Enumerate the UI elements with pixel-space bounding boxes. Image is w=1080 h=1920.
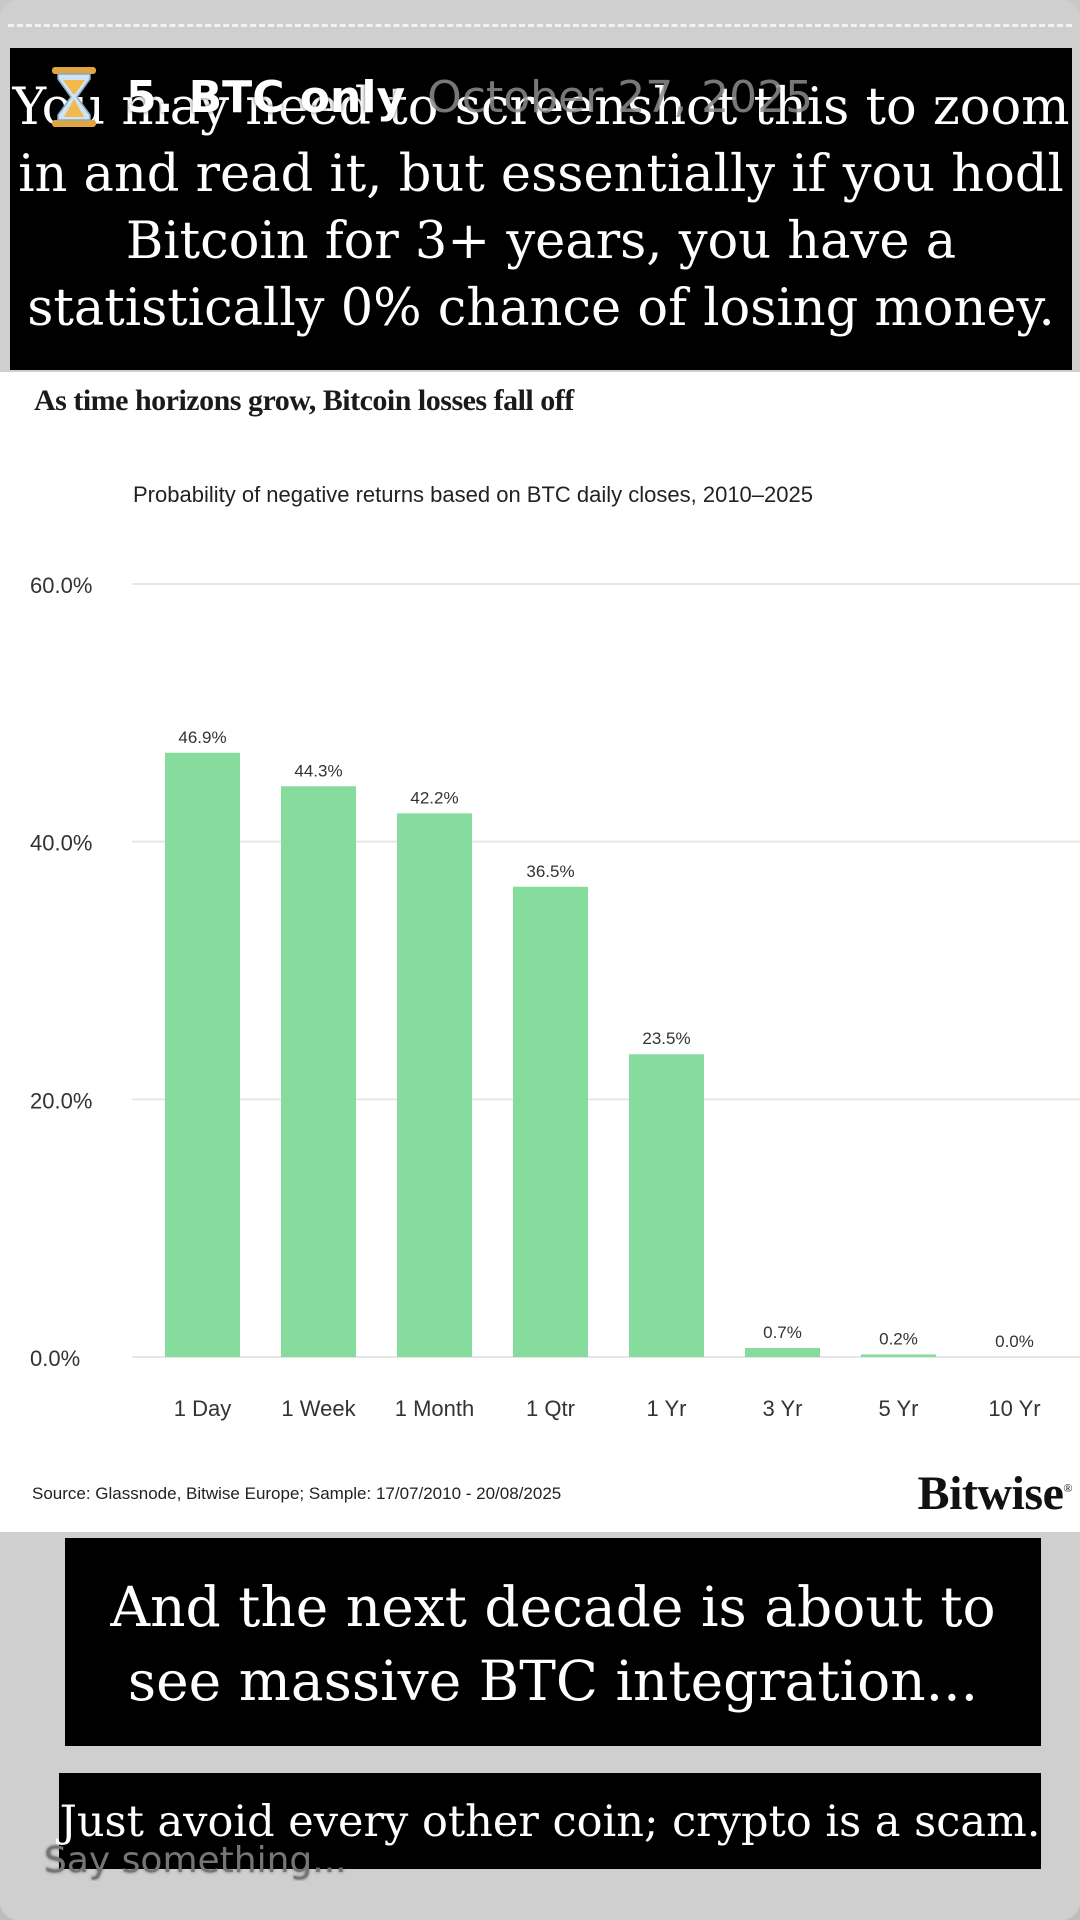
y-tick-label: 20.0% — [30, 1088, 92, 1113]
caption-middle: And the next decade is about to see mass… — [65, 1538, 1041, 1746]
y-tick-label: 0.0% — [30, 1346, 80, 1371]
chart-source: Source: Glassnode, Bitwise Europe; Sampl… — [32, 1484, 562, 1503]
x-tick-label: 10 Yr — [988, 1396, 1040, 1421]
x-tick-label: 5 Yr — [879, 1396, 919, 1421]
bar — [745, 1347, 820, 1357]
bar — [629, 1054, 704, 1357]
story-progress-bar — [8, 24, 1072, 27]
x-tick-label: 1 Qtr — [526, 1396, 575, 1421]
bar — [513, 886, 588, 1357]
chart-title: As time horizons grow, Bitcoin losses fa… — [34, 384, 574, 417]
bar — [397, 813, 472, 1357]
data-label: 23.5% — [642, 1029, 690, 1048]
x-tick-label: 1 Day — [174, 1396, 231, 1421]
y-tick-label: 40.0% — [30, 831, 92, 856]
user-name[interactable]: 5. BTC only — [126, 71, 406, 123]
x-tick-label: 3 Yr — [763, 1396, 803, 1421]
bitwise-logo-text: Bitwise — [917, 1467, 1064, 1520]
post-date: October 27, 2025 — [427, 71, 814, 123]
bar — [165, 752, 240, 1357]
reply-input[interactable] — [42, 1834, 446, 1886]
x-tick-label: 1 Month — [395, 1396, 475, 1421]
data-label: 36.5% — [526, 862, 574, 881]
caption-top: You may need to screenshot this to zoom … — [10, 48, 1072, 370]
story-header[interactable]: 5. BTC only October 27, 2025 — [50, 62, 813, 132]
bar — [281, 786, 356, 1357]
data-label: 44.3% — [294, 761, 342, 780]
bitwise-logo: Bitwise® — [917, 1466, 1073, 1521]
bar-chart: 0.0% 20.0% 40.0% 60.0% 46.9% 1 Day 44.3% 1 Week… — [30, 573, 1080, 1421]
hourglass-icon — [52, 67, 96, 127]
data-label: 0.2% — [879, 1329, 918, 1348]
data-label: 0.7% — [763, 1323, 802, 1342]
chart-subtitle: Probability of negative returns based on… — [133, 482, 813, 507]
registered-mark: ® — [1063, 1481, 1072, 1495]
y-tick-label: 60.0% — [30, 573, 92, 598]
bar — [861, 1354, 936, 1357]
x-tick-label: 1 Week — [281, 1396, 356, 1421]
data-label: 46.9% — [178, 728, 226, 747]
data-label: 0.0% — [995, 1332, 1034, 1351]
data-label: 42.2% — [410, 788, 458, 807]
x-tick-label: 1 Yr — [647, 1396, 687, 1421]
